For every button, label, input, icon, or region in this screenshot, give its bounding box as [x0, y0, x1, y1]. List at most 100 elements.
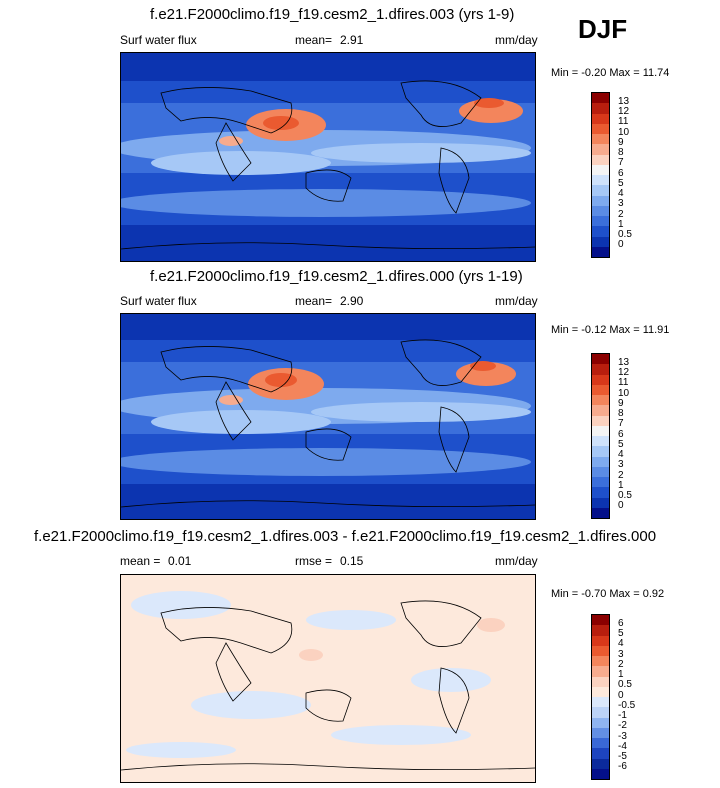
- panel1-minmax: Min = -0.20 Max = 11.74: [551, 67, 670, 79]
- panel2-colorbar-tick: 2: [618, 470, 624, 481]
- panel1-colorbar-bin: [592, 226, 609, 237]
- panel3-colorbar-bin: [592, 697, 609, 708]
- panel3-colorbar-bin: [592, 727, 609, 738]
- panel3-colorbar-tick: 6: [618, 618, 624, 629]
- panel2-colorbar-bin: [592, 446, 609, 457]
- panel3-colorbar-bin: [592, 625, 609, 636]
- panel3-colorbar-tick: -2: [618, 720, 627, 731]
- panel3-colorbar-tick: -0.5: [618, 700, 636, 711]
- panel2-colorbar-bin: [592, 456, 609, 467]
- panel2-colorbar-tick: 0: [618, 500, 624, 511]
- panel1-colorbar-bin: [592, 195, 609, 206]
- panel2-colorbar-bin: [592, 436, 609, 447]
- panel2-colorbar-bin: [592, 466, 609, 477]
- season-label: DJF: [578, 14, 628, 44]
- panel1-colorbar-tick: 13: [618, 96, 630, 107]
- panel1-mean-label: mean=: [295, 33, 333, 47]
- panel3-colorbar-bin: [592, 676, 609, 687]
- panel1-colorbar-tick: 1: [618, 219, 624, 230]
- panel3-colorbar-bin: [592, 666, 609, 677]
- panel2-colorbar-bin: [592, 507, 609, 518]
- panel2-map: [120, 313, 536, 520]
- panel1-colorbar-tick: 12: [618, 106, 630, 117]
- panel3-colorbar-tick: -3: [618, 731, 627, 742]
- panel1-colorbar-tick: 2: [618, 209, 624, 220]
- panel1-colorbar-bin: [592, 113, 609, 124]
- panel3-colorbar-bin: [592, 748, 609, 759]
- panel3-colorbar-tick: -1: [618, 710, 627, 721]
- panel1-colorbar-tick: 11: [618, 116, 629, 127]
- panel1-colorbar-tick: 0.5: [618, 229, 632, 240]
- panel3-colorbar-tick: 3: [618, 649, 624, 660]
- panel1-colorbar-tick: 8: [618, 147, 624, 158]
- panel3-title: f.e21.F2000climo.f19_f19.cesm2_1.dfires.…: [34, 528, 657, 545]
- panel2-colorbar-bin: [592, 384, 609, 395]
- panel2-colorbar-tick: 10: [618, 388, 630, 399]
- panel2-colorbar-tick: 11: [618, 377, 629, 388]
- panel2-colorbar: [591, 353, 610, 519]
- panel2-colorbar-bin: [592, 354, 609, 365]
- panel2-colorbar-tick: 9: [618, 398, 624, 409]
- panel2-colorbar-tick: 13: [618, 357, 630, 368]
- panel2-colorbar-bin: [592, 497, 609, 508]
- panel2-variable-label: Surf water flux: [120, 294, 197, 308]
- panel2-colorbar-bin: [592, 374, 609, 385]
- panel1-colorbar-tick: 3: [618, 198, 624, 209]
- panel1-colorbar-tick: 10: [618, 127, 630, 138]
- panel1-colorbar-bin: [592, 246, 609, 257]
- panel3-rmse-label: rmse =: [295, 554, 333, 568]
- panel3-colorbar-bin: [592, 656, 609, 667]
- panel1-colorbar-bin: [592, 144, 609, 155]
- panel1-colorbar-bin: [592, 175, 609, 186]
- panel3-colorbar-bin: [592, 645, 609, 656]
- panel1-units: mm/day: [495, 33, 538, 47]
- panel2-colorbar-tick: 3: [618, 459, 624, 470]
- panel2-mean-value: 2.90: [340, 294, 364, 308]
- panel1-title: f.e21.F2000climo.f19_f19.cesm2_1.dfires.…: [150, 6, 515, 23]
- panel1-colorbar-tick: 7: [618, 157, 624, 168]
- panel3-minmax: Min = -0.70 Max = 0.92: [551, 588, 665, 600]
- panel2-colorbar-bin: [592, 477, 609, 488]
- panel2-colorbar-bin: [592, 405, 609, 416]
- panel1-colorbar-bin: [592, 164, 609, 175]
- panel2-colorbar-tick: 5: [618, 439, 624, 450]
- panel3-colorbar-tick: -5: [618, 751, 627, 762]
- panel3-colorbar-tick: 5: [618, 628, 624, 639]
- panel2-colorbar-tick: 4: [618, 449, 624, 460]
- panel3-mean-value: 0.01: [168, 554, 192, 568]
- panel3-colorbar-tick: 4: [618, 638, 624, 649]
- panel2-map-field: [121, 314, 535, 519]
- panel2-colorbar-bin: [592, 487, 609, 498]
- panel1-colorbar-tick: 0: [618, 239, 624, 250]
- panel1-colorbar-tick: 4: [618, 188, 624, 199]
- panel3-colorbar-tick: 0.5: [618, 679, 632, 690]
- panel3-colorbar-bin: [592, 635, 609, 646]
- panel1-colorbar-tick: 5: [618, 178, 624, 189]
- panel3-colorbar-bin: [592, 707, 609, 718]
- panel3-map-field: [121, 575, 535, 782]
- panel3-colorbar-tick: 0: [618, 690, 624, 701]
- panel3-colorbar-tick: 2: [618, 659, 624, 670]
- panel1-colorbar-bin: [592, 185, 609, 196]
- panel3-colorbar: [591, 614, 610, 780]
- panel2-units: mm/day: [495, 294, 538, 308]
- panel3-colorbar-tick: 1: [618, 669, 624, 680]
- panel2-mean-label: mean=: [295, 294, 333, 308]
- panel2-colorbar-tick: 1: [618, 480, 624, 491]
- panel3-colorbar-bin: [592, 615, 609, 626]
- panel3-colorbar-tick: -6: [618, 761, 627, 772]
- panel3-colorbar-bin: [592, 717, 609, 728]
- panel3-rmse-value: 0.15: [340, 554, 364, 568]
- panel2-colorbar-bin: [592, 395, 609, 406]
- panel3-colorbar-bin: [592, 758, 609, 769]
- panel3-colorbar-bin: [592, 738, 609, 749]
- panel2-colorbar-tick: 7: [618, 418, 624, 429]
- panel1-colorbar-tick: 6: [618, 168, 624, 179]
- panel1-colorbar-bin: [592, 236, 609, 247]
- panel2-colorbar-tick: 6: [618, 429, 624, 440]
- panel1-colorbar-bin: [592, 103, 609, 114]
- panel2-colorbar-bin: [592, 425, 609, 436]
- panel1-mean-value: 2.91: [340, 33, 364, 47]
- panel1-colorbar-bin: [592, 123, 609, 134]
- panel3-colorbar-bin: [592, 768, 609, 779]
